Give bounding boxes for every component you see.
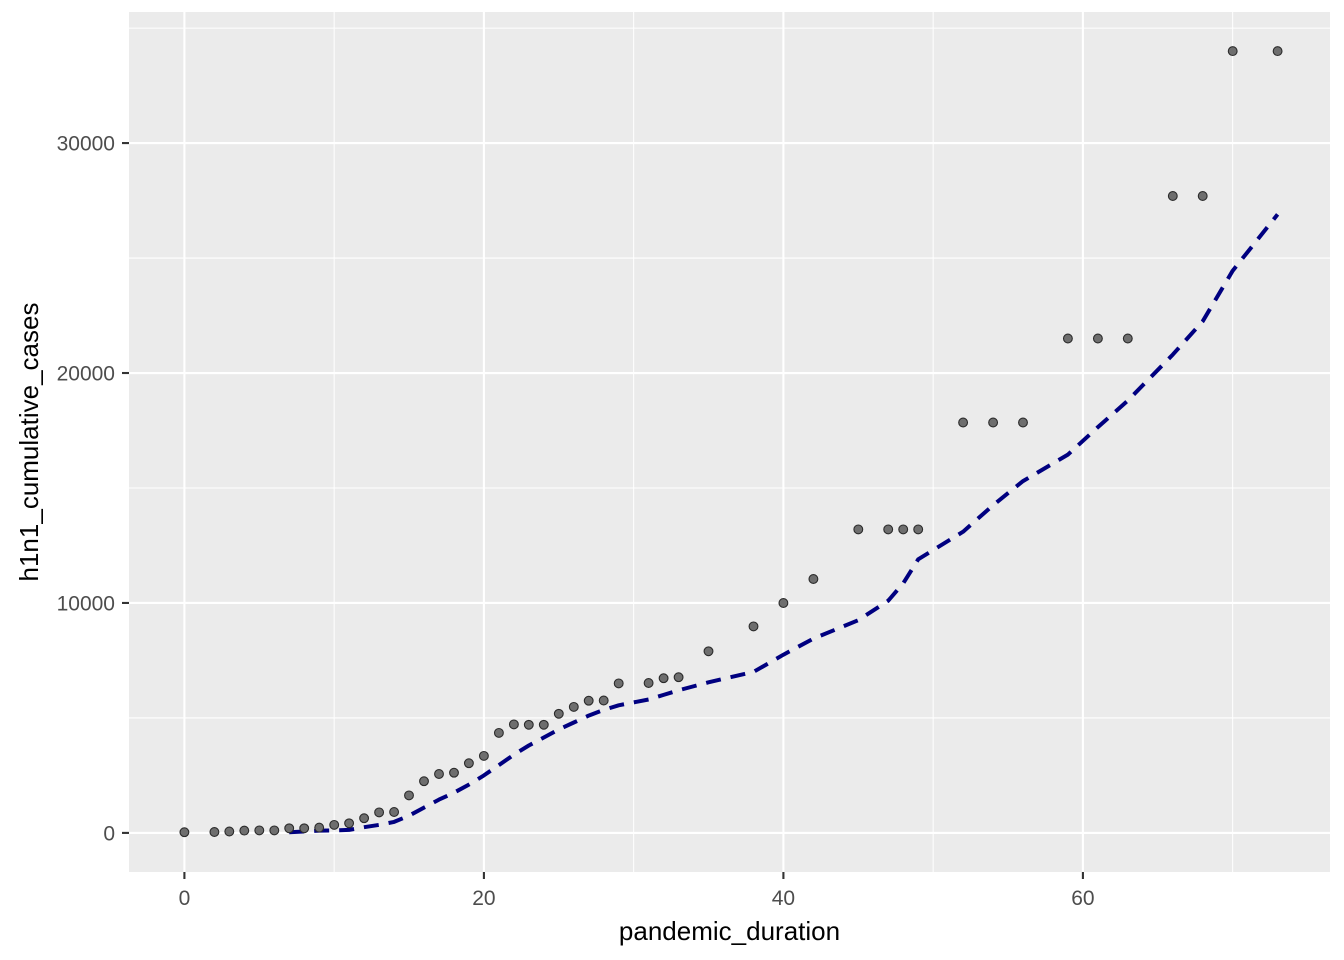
data-point [748,621,759,632]
data-point [808,574,819,584]
data-point [314,822,325,833]
x-tick-label: 60 [1071,887,1094,910]
data-point [523,719,534,730]
y-axis-title: h1n1_cumulative_cases [14,303,44,582]
data-point [239,825,250,836]
plot-panel [129,12,1330,872]
axes: 0 20 40 60 0 10000 20000 30000 [57,133,1095,910]
y-tick-label: 10000 [57,592,115,615]
data-point [1018,417,1028,428]
data-point [224,826,235,837]
data-point [613,678,624,689]
data-point [598,695,609,706]
data-point [434,769,444,779]
data-points-layer [179,46,1283,838]
data-point [449,767,459,778]
data-point [359,813,370,824]
data-point [374,807,385,818]
data-point [404,790,414,801]
data-point [209,827,220,837]
data-point [673,672,684,683]
data-point [703,646,714,657]
y-tick-label: 20000 [57,363,115,386]
data-point [1272,46,1283,57]
data-point [344,818,355,829]
data-point [508,719,519,730]
data-point [1227,46,1238,57]
data-point [1122,333,1133,344]
data-point [254,825,265,836]
y-tick-label: 30000 [57,133,115,156]
trend-line-layer [289,213,1280,835]
data-point [284,823,295,834]
grid-lines [129,12,1330,872]
data-point [898,524,909,535]
data-point [643,678,654,688]
data-point [493,727,504,738]
data-point [1197,191,1208,201]
data-point [269,825,280,836]
data-point [658,673,669,684]
data-point [853,524,864,535]
data-point [1092,333,1103,344]
trend-line [289,213,1280,835]
data-point [538,719,549,730]
data-point [329,819,340,830]
data-point [478,750,489,761]
x-tick-label: 20 [472,887,495,910]
y-tick-label: 0 [103,822,115,845]
data-point [913,524,924,535]
data-point [299,823,310,834]
data-point [1167,191,1178,201]
data-point [778,598,789,608]
x-tick-label: 0 [179,887,191,910]
data-point [883,524,894,535]
data-point [583,695,594,706]
data-point [553,708,564,719]
x-tick-label: 40 [772,887,795,910]
data-point [463,758,474,769]
x-axis-title: pandemic_duration [619,916,840,946]
data-point [958,417,969,428]
data-point [419,776,429,787]
data-point [1062,333,1073,344]
data-point [179,827,190,838]
data-point [568,701,579,712]
data-point [389,807,400,817]
data-point [988,417,999,428]
